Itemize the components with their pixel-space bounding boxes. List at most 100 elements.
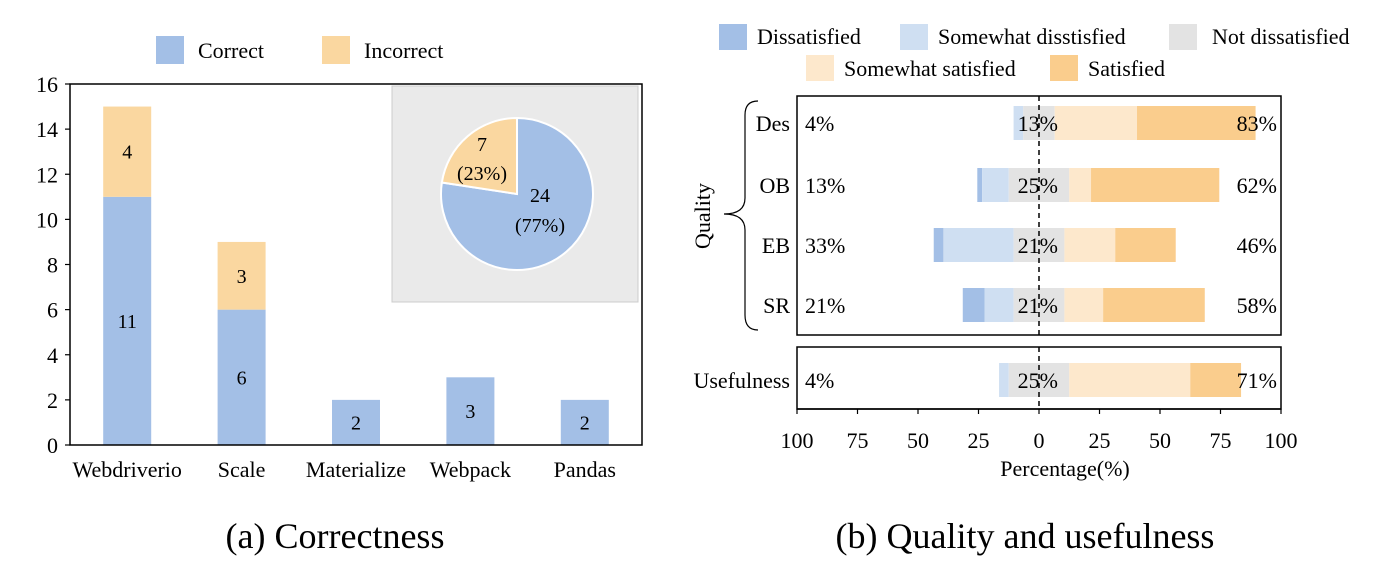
right-pct-label: 46%	[1237, 233, 1277, 258]
legend-swatch	[1169, 24, 1197, 50]
y-tick-label: 4	[47, 343, 58, 368]
row-label: EB	[762, 233, 790, 258]
pie-label-pct: (23%)	[457, 163, 507, 185]
left-pct-label: 13%	[805, 173, 845, 198]
left-pct-label: 4%	[805, 368, 834, 393]
bar-value-label: 2	[580, 412, 590, 434]
y-tick-label: 8	[47, 253, 58, 278]
plot-frame	[69, 83, 643, 446]
legend-label: Satisfied	[1088, 56, 1165, 81]
legend-label: Somewhat satisfied	[844, 56, 1016, 81]
legend-swatch	[719, 24, 747, 50]
center-pct-label: 13%	[1018, 111, 1058, 136]
bar-segment	[999, 363, 1009, 397]
bar-segment	[1069, 168, 1092, 202]
category-label: Webpack	[430, 457, 511, 482]
bar-correct	[103, 196, 152, 445]
bar-correct	[217, 309, 266, 445]
bar-segment	[984, 288, 1014, 322]
bars: 11 4 6 3 2 3 2	[103, 106, 609, 445]
x-axis-ticks: 100 75 50 25 0 25 50 75 100	[781, 409, 1298, 453]
y-tick-label: 0	[47, 433, 58, 458]
pie-slice-incorrect	[440, 116, 518, 196]
center-pct-label: 21%	[1018, 293, 1058, 318]
row-label: Usefulness	[693, 368, 790, 393]
x-tick-label: 25	[1089, 428, 1111, 453]
x-tick-label: 100	[1265, 428, 1298, 453]
bar-segment	[1064, 288, 1104, 322]
bar-incorrect	[103, 106, 152, 197]
row-label: Des	[756, 111, 790, 136]
legend-swatch	[900, 24, 928, 50]
bar-segment	[1103, 288, 1205, 322]
bar-segment	[943, 228, 1014, 262]
bar-incorrect	[217, 241, 266, 310]
legend-label-incorrect: Incorrect	[364, 38, 443, 63]
bar-segment	[1064, 228, 1116, 262]
caption-correctness: (a) Correctness	[226, 516, 445, 556]
right-pct-label: 71%	[1237, 368, 1277, 393]
bar-segment	[1115, 228, 1176, 262]
bar-value-label: 6	[237, 367, 247, 389]
y-tick-label: 14	[36, 117, 58, 142]
quality-usefulness-chart: Dissatisfied Somewhat disstisfied Not diss…	[690, 24, 1350, 556]
bar-value-label: 11	[118, 311, 137, 333]
legend-label: Somewhat disstisfied	[938, 24, 1126, 49]
x-tick-label: 50	[1149, 428, 1171, 453]
x-tick-label: 75	[1210, 428, 1232, 453]
legend-swatch	[806, 55, 834, 81]
pie-label-count: 7	[477, 134, 487, 156]
bar-segment	[982, 168, 1009, 202]
bar-segment	[1190, 363, 1242, 397]
bar-value-label: 3	[237, 266, 247, 288]
category-label: Scale	[218, 457, 266, 482]
left-pct-label: 4%	[805, 111, 834, 136]
bars	[933, 106, 1256, 397]
legend: Dissatisfied Somewhat disstisfied Not diss…	[719, 24, 1350, 81]
legend-label-correct: Correct	[198, 38, 264, 63]
center-pct-label: 21%	[1018, 233, 1058, 258]
caption-quality-usefulness: (b) Quality and usefulness	[836, 516, 1215, 556]
legend-label: Dissatisfied	[757, 24, 861, 49]
right-pct-label: 62%	[1237, 173, 1277, 198]
category-label: Webdriverio	[72, 457, 181, 482]
x-axis-labels: Webdriverio Scale Materialize Webpack Pandas	[72, 457, 615, 482]
bar-correct	[560, 399, 609, 445]
bar-value-label: 2	[351, 412, 361, 434]
x-tick-label: 50	[907, 428, 929, 453]
x-tick-label: 0	[1034, 428, 1045, 453]
quality-brace	[723, 100, 759, 331]
bar-segment	[1054, 106, 1138, 140]
bar-value-label: 4	[122, 142, 132, 164]
x-tick-label: 75	[847, 428, 869, 453]
bar-correct	[446, 377, 495, 445]
y-tick-label: 16	[36, 72, 58, 97]
y-tick-label: 10	[36, 207, 58, 232]
center-pct-label: 25%	[1018, 173, 1058, 198]
y-tick-label: 6	[47, 298, 58, 323]
row-labels: Des 4% 13% 83% OB 13% 25% 62% EB 33% 21% 46% SR 21% 21…	[693, 111, 1277, 393]
y-tick-label: 2	[47, 388, 58, 413]
bar-segment	[1091, 168, 1220, 202]
row-label: SR	[763, 293, 790, 318]
center-pct-label: 25%	[1018, 368, 1058, 393]
inset-pie: 24 (77%) 7 (23%)	[391, 85, 639, 303]
legend-swatch-incorrect	[322, 36, 350, 64]
bar-segment	[962, 288, 985, 322]
category-label: Pandas	[554, 457, 616, 482]
pie-label-count: 24	[530, 185, 550, 207]
pie-label-pct: (77%)	[515, 215, 565, 237]
bar-correct	[332, 399, 380, 445]
legend-label: Not dissatisfied	[1212, 24, 1350, 49]
bar-segment	[933, 228, 944, 262]
x-tick-label: 25	[968, 428, 990, 453]
y-tick-label: 12	[36, 162, 58, 187]
bar-segment	[1013, 106, 1024, 140]
left-pct-label: 33%	[805, 233, 845, 258]
row-label: OB	[759, 173, 790, 198]
x-axis-label: Percentage(%)	[1000, 456, 1129, 481]
bar-value-label: 3	[465, 401, 475, 423]
bar-segment	[1137, 106, 1256, 140]
legend-swatch	[1050, 55, 1078, 81]
